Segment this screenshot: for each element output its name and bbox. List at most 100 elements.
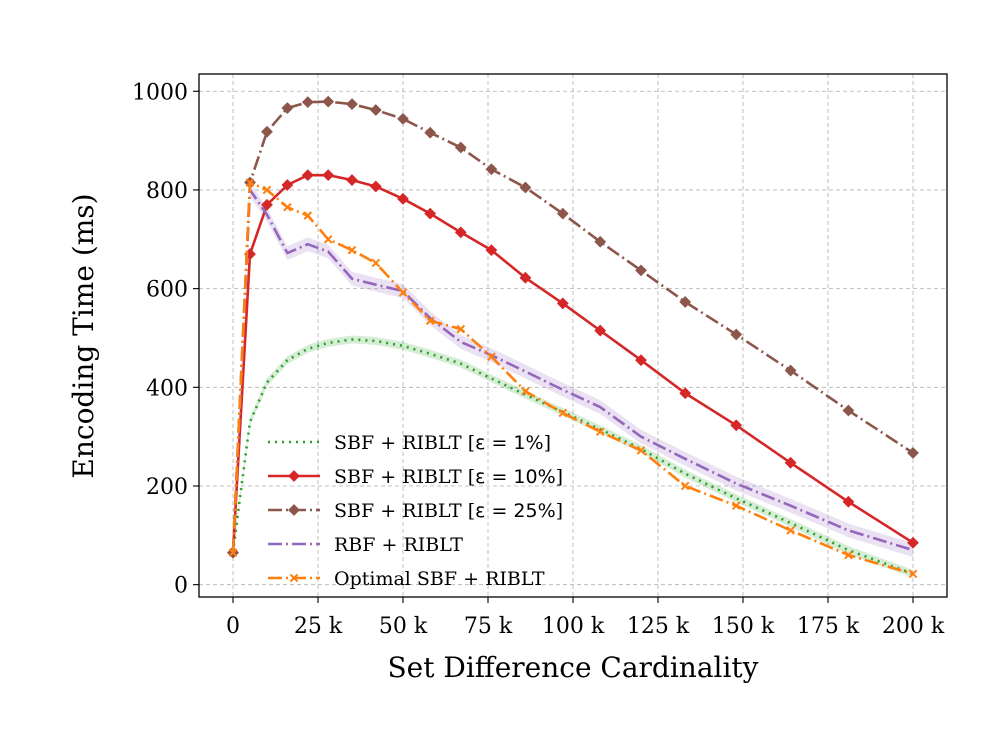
- series-4-point: [636, 446, 646, 455]
- series-1-point: [635, 354, 647, 367]
- x-tick-label: 200 k: [882, 614, 945, 639]
- series-2-point: [485, 163, 498, 176]
- series-2-point: [519, 181, 532, 194]
- series-1-point: [424, 207, 437, 220]
- series-1-point: [261, 198, 273, 211]
- series-0: [231, 338, 914, 576]
- series-4-point: [908, 569, 918, 579]
- series-4-point: [283, 202, 292, 212]
- legend-marker: [288, 504, 300, 516]
- series-4-point: [595, 427, 605, 437]
- series-1-point: [556, 297, 569, 310]
- series-1-point: [907, 536, 919, 549]
- series-2-point: [397, 112, 409, 125]
- series-4-point: [347, 245, 357, 255]
- series-2-point: [635, 264, 647, 277]
- series-4-point: [398, 288, 408, 297]
- series-4-point: [371, 258, 381, 268]
- legend-marker: [288, 470, 300, 482]
- series-4-point: [558, 408, 568, 418]
- series-1-point: [519, 271, 532, 284]
- series-4-point: [425, 316, 435, 326]
- series-2-point: [556, 207, 569, 220]
- grid: [199, 74, 947, 597]
- series-2-point: [281, 102, 294, 114]
- series-2-point: [907, 447, 919, 459]
- legend-item-4: Optimal SBF + RIBLT: [268, 568, 545, 590]
- series-1-point: [784, 456, 797, 469]
- series-4-point: [323, 234, 333, 244]
- series-1-point: [397, 192, 409, 205]
- series-1-point: [454, 226, 467, 239]
- series-2-point: [784, 364, 797, 377]
- legend-item-0: SBF + RIBLT [ε = 1%]: [268, 432, 551, 454]
- series-1-point: [594, 324, 607, 337]
- series-4-point: [844, 550, 853, 560]
- x-tick-label: 100 k: [542, 614, 605, 639]
- series-2-point: [322, 95, 335, 108]
- series-4-point: [680, 481, 690, 491]
- series-lines: [227, 95, 919, 579]
- series-4-point: [245, 178, 255, 187]
- legend-item-1: SBF + RIBLT [ε = 10%]: [268, 466, 563, 488]
- series-0-line: [231, 338, 914, 576]
- x-tick-label: 150 k: [712, 614, 775, 639]
- series-2-point: [369, 104, 382, 116]
- series-2-line: [231, 100, 914, 553]
- series-2-point: [842, 404, 855, 417]
- series-2-point: [730, 328, 743, 341]
- series-1-point: [281, 179, 294, 191]
- x-tick-label: 75 k: [464, 614, 513, 639]
- x-tick-label: 25 k: [294, 614, 343, 639]
- series-3-line: [231, 188, 914, 553]
- series-1-point: [842, 495, 855, 508]
- series-1-point: [322, 169, 335, 182]
- x-tick-label: 125 k: [627, 614, 690, 639]
- x-tick-label: 50 k: [379, 614, 428, 639]
- series-3: [231, 188, 914, 553]
- series-4-point: [521, 386, 530, 396]
- y-tick-label: 200: [146, 475, 188, 500]
- y-tick-label: 1000: [132, 80, 188, 105]
- y-tick-label: 800: [146, 179, 188, 204]
- series-4-point: [786, 526, 795, 535]
- series-2-point: [261, 125, 273, 138]
- series-4-point: [228, 548, 238, 557]
- y-tick-label: 0: [174, 574, 188, 599]
- series-2-point: [424, 126, 437, 139]
- y-tick-label: 600: [146, 278, 188, 303]
- series-2-point: [454, 141, 467, 154]
- series-1-point: [679, 387, 692, 400]
- legend-item-2: SBF + RIBLT [ε = 25%]: [268, 500, 563, 522]
- axis-ticks: 0 25 k 50 k 75 k 100 k 125 k 150 k 175 k 200 k 0 2…: [132, 80, 945, 639]
- legend: SBF + RIBLT [ε = 1%] SBF + RIBLT [ε = 10%…: [268, 432, 563, 590]
- series-4-point: [262, 185, 272, 195]
- series-1-point: [485, 244, 498, 257]
- y-tick-label: 400: [146, 376, 188, 401]
- legend-item-3: RBF + RIBLT: [268, 534, 463, 556]
- series-1-point: [369, 180, 382, 193]
- legend-label: RBF + RIBLT: [334, 534, 463, 556]
- series-2-point: [346, 98, 358, 111]
- series-2-point: [594, 235, 607, 248]
- legend-label: SBF + RIBLT [ε = 1%]: [334, 432, 551, 454]
- legend-marker: [289, 573, 299, 583]
- series-1-point: [346, 174, 358, 186]
- x-tick-label: 175 k: [797, 614, 860, 639]
- legend-label: Optimal SBF + RIBLT: [334, 568, 545, 590]
- legend-label: SBF + RIBLT [ε = 10%]: [334, 466, 563, 488]
- series-4: [228, 178, 918, 579]
- legend-label: SBF + RIBLT [ε = 25%]: [334, 500, 563, 522]
- series-4-point: [731, 501, 741, 511]
- series-1-point: [730, 419, 743, 432]
- x-tick-label: 0: [226, 614, 240, 639]
- series-1-point: [301, 169, 314, 182]
- y-axis-label: Encoding Time (ms): [67, 193, 100, 478]
- series-4-point: [303, 211, 313, 220]
- series-4-point: [456, 324, 466, 334]
- series-4-point: [487, 352, 496, 362]
- series-2-point: [301, 96, 314, 109]
